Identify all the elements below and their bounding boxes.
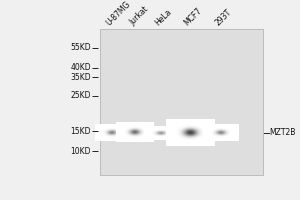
Text: HeLa: HeLa xyxy=(153,7,173,27)
Text: 15KD: 15KD xyxy=(70,127,91,136)
Text: U-87MG: U-87MG xyxy=(104,0,132,27)
Text: 40KD: 40KD xyxy=(70,63,91,72)
Text: 55KD: 55KD xyxy=(70,43,91,52)
Text: 10KD: 10KD xyxy=(70,147,91,156)
Text: MCF7: MCF7 xyxy=(182,6,204,27)
Text: MZT2B: MZT2B xyxy=(269,128,296,137)
Text: 25KD: 25KD xyxy=(70,91,91,100)
Text: 293T: 293T xyxy=(214,7,233,27)
Bar xyxy=(100,29,263,175)
Text: Jurkat: Jurkat xyxy=(128,5,150,27)
Text: 35KD: 35KD xyxy=(70,73,91,82)
